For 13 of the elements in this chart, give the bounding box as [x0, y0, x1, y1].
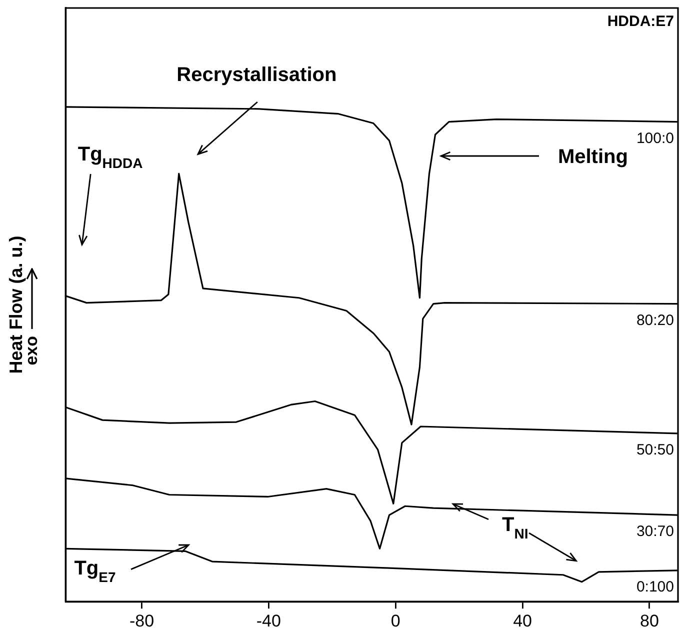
series-label: 80:20 [636, 312, 674, 329]
x-tick-label: 40 [513, 611, 532, 630]
series-label: 30:70 [636, 523, 674, 540]
x-tick-label: 0 [390, 611, 400, 630]
x-tick-label: -80 [129, 611, 154, 630]
x-tick-label: -40 [256, 611, 281, 630]
annotation: Melting [558, 146, 628, 168]
series-label: 0:100 [636, 578, 674, 596]
series-label: 50:50 [636, 442, 674, 459]
x-tick-label: 80 [640, 611, 659, 630]
chart-title: HDDA:E7 [607, 13, 674, 30]
series-label: 100:0 [636, 130, 674, 147]
text: Recrystallisation [176, 64, 337, 86]
